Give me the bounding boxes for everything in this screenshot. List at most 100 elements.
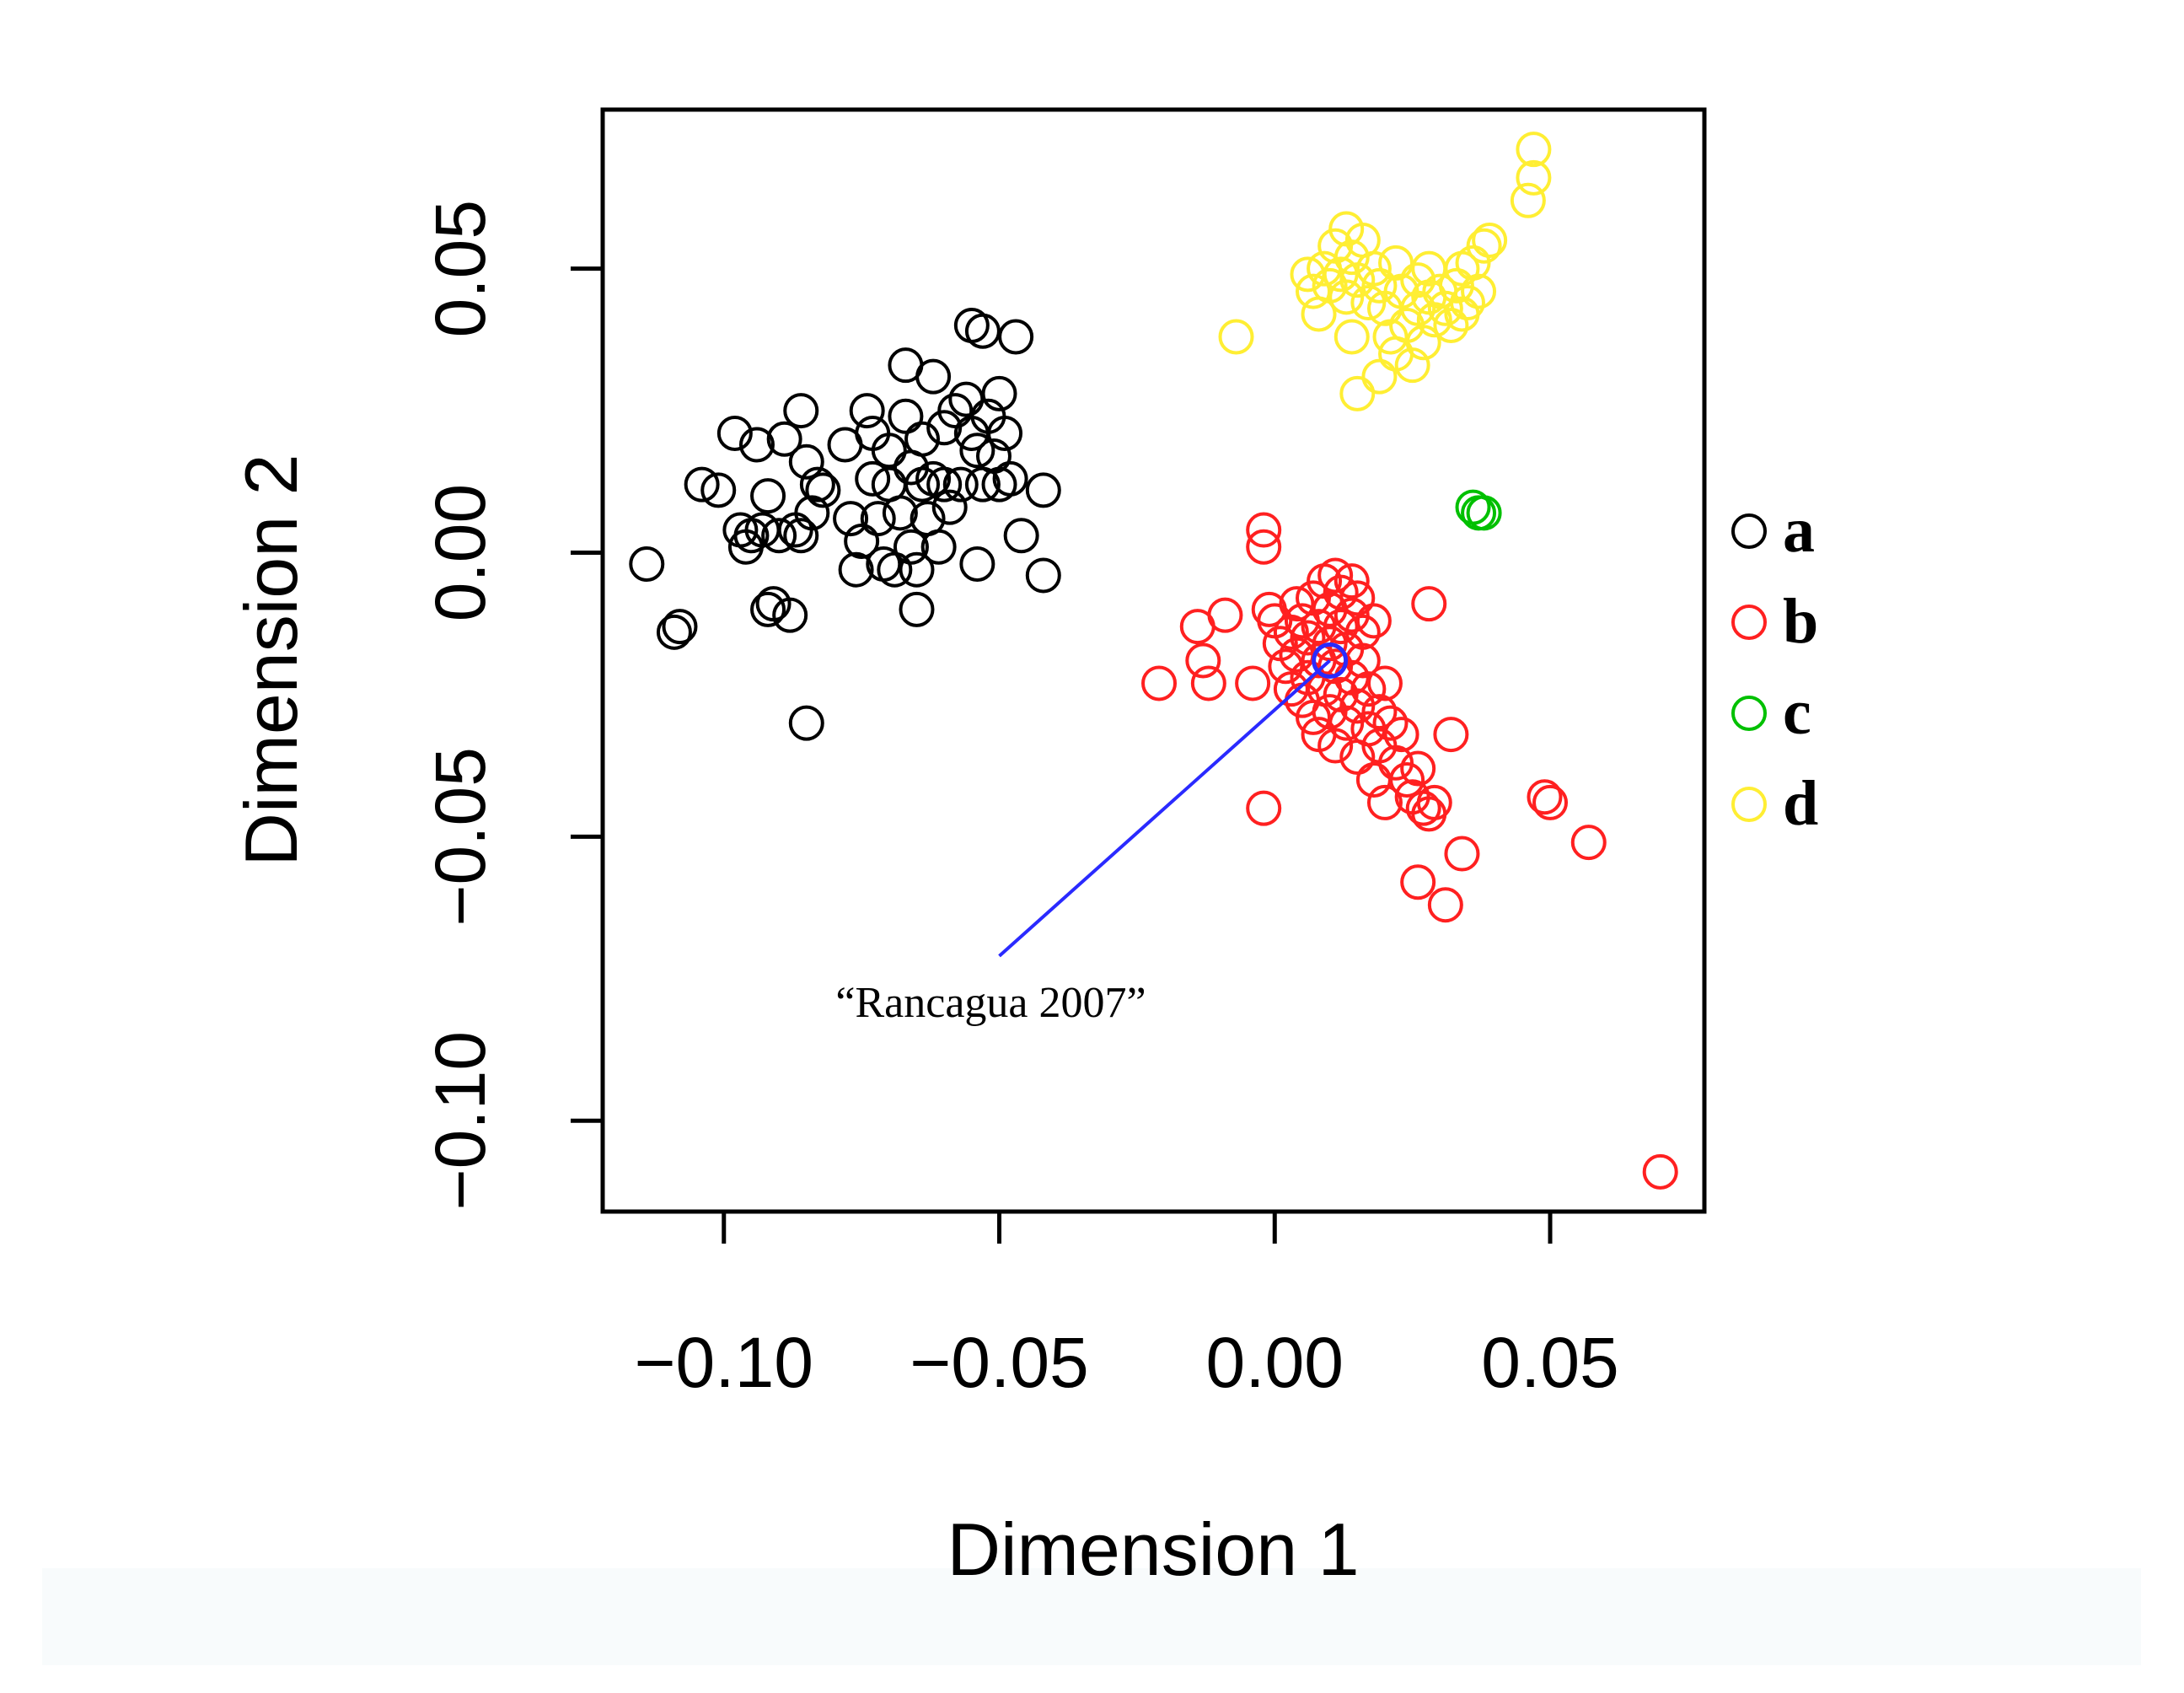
point-d (1296, 273, 1332, 309)
footer-band (42, 1568, 2141, 1665)
point-d (1516, 159, 1552, 196)
point-b (1301, 609, 1337, 645)
legend-marker-c (1731, 696, 1767, 731)
point-b (1400, 750, 1436, 787)
highlight-label: “Rancagua 2007” (835, 979, 1146, 1027)
point-d (1510, 182, 1546, 218)
point-d (1328, 279, 1365, 315)
point-d (1466, 228, 1502, 264)
point-d (1333, 239, 1370, 276)
point-b (1290, 620, 1326, 656)
point-a (942, 466, 979, 503)
point-a (1025, 557, 1061, 594)
point-a (788, 443, 824, 480)
legend-label-b: b (1783, 586, 1818, 657)
point-a (772, 597, 808, 633)
point-a (975, 438, 1012, 474)
point-b (1350, 711, 1387, 747)
point-d (1394, 347, 1430, 384)
point-d (1323, 256, 1359, 293)
legend-label-d: d (1783, 768, 1818, 839)
point-b (1339, 688, 1376, 724)
point-a (920, 529, 957, 565)
point-a (799, 466, 835, 503)
point-a (1025, 472, 1061, 508)
y-axis-label: Dimension 2 (229, 454, 313, 866)
point-a (959, 546, 995, 582)
point-b (1328, 705, 1365, 741)
legend-marker-d (1731, 787, 1767, 822)
point-a (981, 375, 1017, 411)
point-a (783, 518, 819, 554)
point-a (855, 460, 891, 497)
point-a (750, 478, 786, 514)
highlight-annotation: “Rancagua 2007” (835, 642, 1349, 1027)
data-points (629, 132, 1678, 1190)
point-b (1383, 717, 1419, 753)
point-b (1312, 626, 1348, 662)
point-d (1472, 222, 1508, 258)
point-a (716, 416, 753, 452)
y-tick-label: 0.05 (421, 200, 500, 338)
point-a (926, 410, 963, 446)
point-a (833, 501, 869, 537)
point-b (1411, 586, 1447, 622)
point-b (1355, 603, 1392, 639)
x-tick-label: 0.00 (1206, 1323, 1344, 1402)
point-b (1642, 1153, 1678, 1190)
point-a (849, 393, 885, 429)
point-d (1449, 285, 1485, 321)
point-d (1339, 375, 1376, 411)
point-b (1427, 887, 1463, 923)
point-b (1246, 790, 1282, 826)
point-a (860, 501, 896, 537)
point-b (1339, 580, 1376, 616)
point-a (877, 551, 913, 588)
y-axis: −0.10 −0.05 0.00 0.05 (421, 200, 603, 1210)
point-a (899, 551, 935, 588)
point-d (1355, 250, 1392, 287)
highlight-pointer-line (998, 659, 1331, 958)
y-tick-label: 0.00 (421, 484, 500, 622)
point-a (629, 546, 665, 582)
point-b (1378, 744, 1414, 781)
point-d (1516, 132, 1552, 168)
point-a (838, 551, 874, 588)
point-d (1333, 319, 1370, 355)
point-a (1003, 518, 1039, 554)
point-b (1527, 779, 1563, 815)
point-b (1416, 784, 1452, 820)
point-a (893, 529, 929, 565)
x-tick-label: 0.05 (1481, 1323, 1619, 1402)
point-a (766, 421, 802, 457)
point-d (1433, 308, 1469, 344)
point-a (761, 518, 797, 554)
point-a (783, 393, 819, 429)
point-a (959, 433, 995, 469)
point-d (1405, 325, 1441, 361)
point-d (1361, 267, 1398, 304)
point-b (1185, 642, 1221, 679)
point-b (1317, 728, 1354, 764)
x-tick-label: −0.10 (634, 1323, 813, 1402)
point-a (937, 393, 974, 429)
point-d (1361, 358, 1398, 395)
point-b (1372, 705, 1409, 741)
point-b (1323, 609, 1359, 645)
point-d (1455, 245, 1491, 281)
point-d (1416, 302, 1452, 338)
point-a (899, 591, 935, 627)
point-a (844, 524, 880, 560)
point-d (1378, 245, 1414, 281)
point-b (1333, 563, 1370, 599)
point-a (888, 398, 924, 434)
point-b (1333, 597, 1370, 633)
point-b (1344, 614, 1381, 650)
point-d (1218, 319, 1254, 355)
point-a (750, 591, 786, 627)
point-a (998, 319, 1034, 355)
point-b (1366, 665, 1403, 701)
point-a (700, 472, 737, 508)
point-b (1433, 717, 1469, 753)
